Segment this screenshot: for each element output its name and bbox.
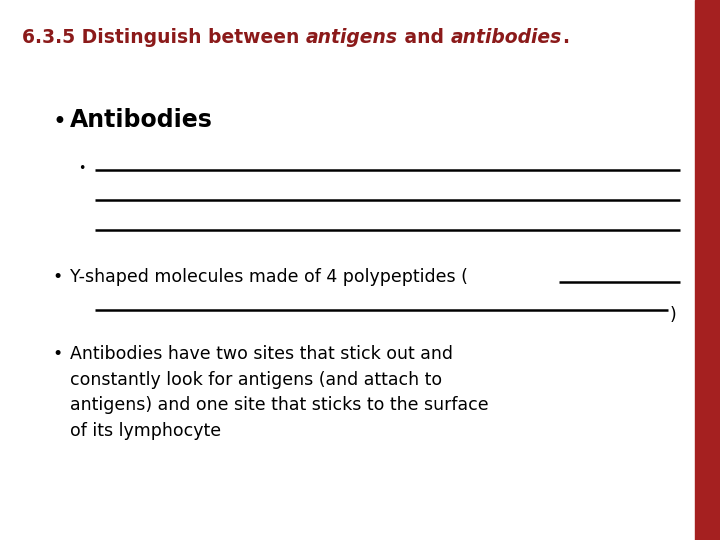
- Text: •: •: [52, 345, 62, 363]
- Text: Antibodies: Antibodies: [70, 108, 213, 132]
- Text: .: .: [562, 28, 569, 47]
- Text: •: •: [78, 162, 86, 175]
- Text: antibodies: antibodies: [451, 28, 562, 47]
- Text: antigens: antigens: [306, 28, 398, 47]
- Text: 6.3.5 Distinguish between: 6.3.5 Distinguish between: [22, 28, 306, 47]
- Text: ): ): [670, 306, 677, 324]
- Text: Y-shaped molecules made of 4 polypeptides (: Y-shaped molecules made of 4 polypeptide…: [70, 268, 468, 286]
- Bar: [695, 0, 720, 540]
- Text: Antibodies have two sites that stick out and
constantly look for antigens (and a: Antibodies have two sites that stick out…: [70, 345, 489, 440]
- Text: •: •: [52, 268, 62, 286]
- Text: •: •: [52, 110, 66, 134]
- Text: and: and: [398, 28, 451, 47]
